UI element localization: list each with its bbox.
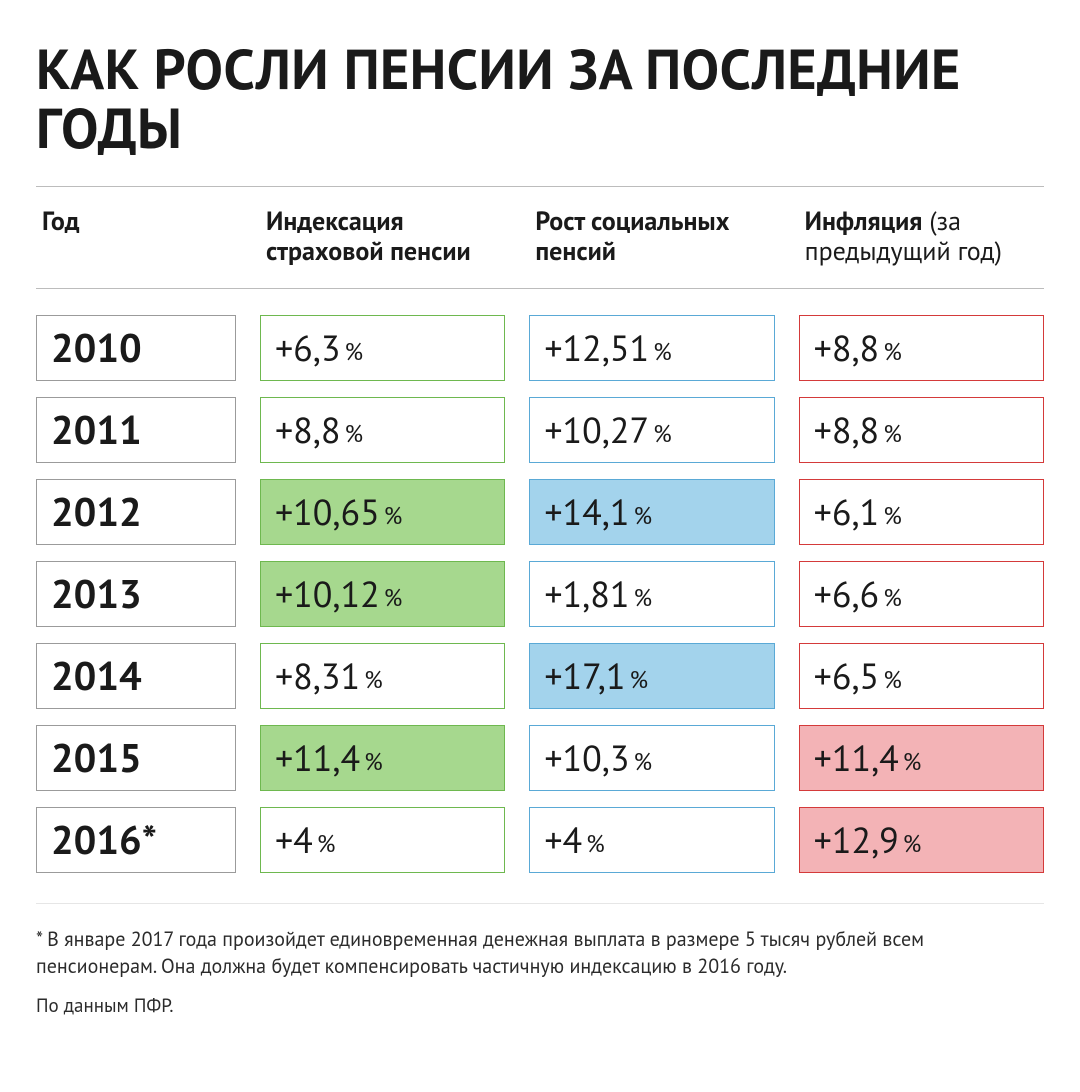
- table-row: 2013+10,12%+1,81%+6,6%: [36, 561, 1044, 627]
- value: +10,27: [544, 406, 649, 453]
- table-row: 2014+8,31%+17,1%+6,5%: [36, 643, 1044, 709]
- table-row: 2015+11,4%+10,3%+11,4%: [36, 725, 1044, 791]
- col-header-social: Рост социальных пенсий: [529, 207, 774, 268]
- inflation-cell: +6,5%: [799, 643, 1044, 709]
- inflation-cell: +6,1%: [799, 479, 1044, 545]
- percent-symbol: %: [586, 828, 605, 859]
- value: +12,51: [544, 324, 649, 371]
- insurance-cell: +8,8%: [260, 397, 505, 463]
- col-header-inflation: Инфляция (за предыдущий год): [799, 207, 1044, 268]
- percent-symbol: %: [633, 500, 652, 531]
- percent-symbol: %: [653, 336, 672, 367]
- inflation-cell: +12,9%: [799, 807, 1044, 873]
- percent-symbol: %: [317, 828, 336, 859]
- percent-symbol: %: [345, 418, 364, 449]
- value: +8,8: [275, 406, 341, 453]
- value: +10,65: [275, 488, 380, 535]
- social-cell: +10,3%: [529, 725, 774, 791]
- percent-symbol: %: [345, 336, 364, 367]
- percent-symbol: %: [903, 746, 922, 777]
- value: +11,4: [275, 734, 360, 781]
- year-cell: 2011: [36, 397, 236, 463]
- value: +12,9: [814, 816, 899, 863]
- percent-symbol: %: [384, 500, 403, 531]
- value: +4: [275, 816, 313, 863]
- table-row: 2012+10,65%+14,1%+6,1%: [36, 479, 1044, 545]
- percent-symbol: %: [633, 582, 652, 613]
- table-row: 2016*+4%+4%+12,9%: [36, 807, 1044, 873]
- social-cell: +1,81%: [529, 561, 774, 627]
- percent-symbol: %: [883, 336, 902, 367]
- table-row: 2011+8,8%+10,27%+8,8%: [36, 397, 1044, 463]
- insurance-cell: +11,4%: [260, 725, 505, 791]
- value: +14,1: [544, 488, 629, 535]
- insurance-cell: +10,12%: [260, 561, 505, 627]
- insurance-cell: +10,65%: [260, 479, 505, 545]
- footnote-text: * В январе 2017 года произойдет единовре…: [36, 926, 1044, 980]
- social-cell: +12,51%: [529, 315, 774, 381]
- value: +8,31: [275, 652, 360, 699]
- insurance-cell: +6,3%: [260, 315, 505, 381]
- social-cell: +17,1%: [529, 643, 774, 709]
- percent-symbol: %: [364, 746, 383, 777]
- percent-symbol: %: [384, 582, 403, 613]
- percent-symbol: %: [883, 500, 902, 531]
- footnotes: * В январе 2017 года произойдет единовре…: [36, 903, 1044, 1020]
- source-text: По данным ПФР.: [36, 994, 1044, 1020]
- social-cell: +10,27%: [529, 397, 774, 463]
- percent-symbol: %: [364, 664, 383, 695]
- value: +8,8: [814, 406, 880, 453]
- value: +4: [544, 816, 582, 863]
- year-cell: 2013: [36, 561, 236, 627]
- value: +6,1: [814, 488, 880, 535]
- value: +10,12: [275, 570, 380, 617]
- value: +11,4: [814, 734, 899, 781]
- inflation-cell: +8,8%: [799, 315, 1044, 381]
- value: +8,8: [814, 324, 880, 371]
- inflation-cell: +6,6%: [799, 561, 1044, 627]
- percent-symbol: %: [633, 746, 652, 777]
- inflation-cell: +8,8%: [799, 397, 1044, 463]
- year-cell: 2010: [36, 315, 236, 381]
- col-header-year: Год: [36, 207, 236, 268]
- page-title: КАК РОСЛИ ПЕНСИИ ЗА ПОСЛЕДНИЕ ГОДЫ: [36, 40, 1044, 158]
- value: +10,3: [544, 734, 629, 781]
- percent-symbol: %: [883, 582, 902, 613]
- table-header-row: Год Индексация страховой пенсии Рост соц…: [36, 186, 1044, 289]
- year-cell: 2014: [36, 643, 236, 709]
- value: +6,5: [814, 652, 880, 699]
- insurance-cell: +8,31%: [260, 643, 505, 709]
- value: +6,3: [275, 324, 341, 371]
- value: +1,81: [544, 570, 629, 617]
- table-row: 2010+6,3%+12,51%+8,8%: [36, 315, 1044, 381]
- social-cell: +14,1%: [529, 479, 774, 545]
- value: +17,1: [544, 652, 625, 699]
- percent-symbol: %: [883, 664, 902, 695]
- percent-symbol: %: [630, 664, 649, 695]
- percent-symbol: %: [883, 418, 902, 449]
- table-body: 2010+6,3%+12,51%+8,8%2011+8,8%+10,27%+8,…: [36, 315, 1044, 873]
- year-cell: 2015: [36, 725, 236, 791]
- insurance-cell: +4%: [260, 807, 505, 873]
- percent-symbol: %: [653, 418, 672, 449]
- pension-table: Год Индексация страховой пенсии Рост соц…: [36, 186, 1044, 873]
- col-header-inflation-strong: Инфляция: [805, 205, 923, 238]
- year-cell: 2012: [36, 479, 236, 545]
- year-cell: 2016*: [36, 807, 236, 873]
- col-header-insurance: Индексация страховой пенсии: [260, 207, 505, 268]
- inflation-cell: +11,4%: [799, 725, 1044, 791]
- percent-symbol: %: [903, 828, 922, 859]
- social-cell: +4%: [529, 807, 774, 873]
- value: +6,6: [814, 570, 880, 617]
